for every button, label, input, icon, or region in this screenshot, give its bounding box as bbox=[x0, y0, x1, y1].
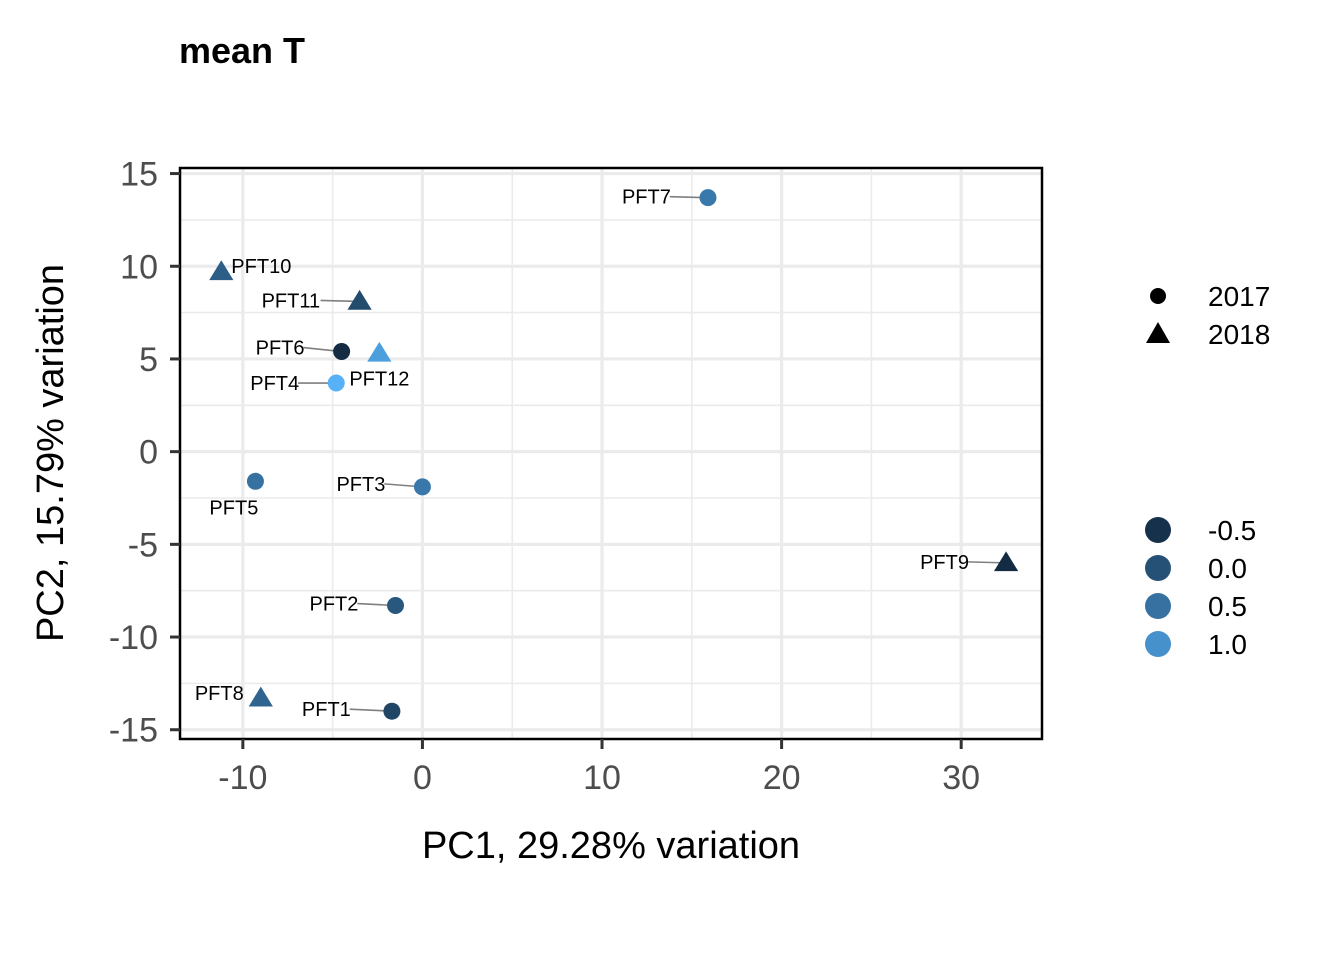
point-label: PFT4 bbox=[250, 373, 299, 395]
point-label: PFT11 bbox=[262, 290, 321, 312]
point-label: PFT9 bbox=[920, 552, 969, 574]
y-tick-label: 10 bbox=[120, 248, 158, 286]
data-point-pft11: PFT11 bbox=[262, 289, 372, 312]
circle-marker bbox=[383, 702, 401, 720]
circle-marker bbox=[246, 472, 264, 490]
legend-color-key bbox=[1145, 517, 1171, 543]
triangle-marker bbox=[367, 341, 392, 362]
legend-label: -0.5 bbox=[1208, 515, 1256, 546]
data-point-pft2: PFT2 bbox=[310, 594, 404, 616]
legend-year: 2017 2018 bbox=[1146, 281, 1270, 350]
point-label: PFT10 bbox=[231, 256, 291, 278]
circle-marker bbox=[333, 343, 351, 361]
legend-color-entry: 0.5 bbox=[1145, 591, 1247, 622]
data-points: PFT1 PFT2 PFT3 PFT4 PFT5 PFT6 PFT7 PFT8 PFT9 PFT1… bbox=[195, 187, 1019, 721]
y-tick-label: 15 bbox=[120, 156, 158, 194]
y-tick-label: -5 bbox=[128, 526, 158, 564]
legend-color-key bbox=[1145, 593, 1171, 619]
legend-color-entry: 0.0 bbox=[1145, 553, 1247, 584]
x-tick-label: -10 bbox=[218, 759, 267, 797]
data-point-pft10: PFT10 bbox=[209, 256, 291, 281]
grid bbox=[180, 168, 1042, 739]
y-tick-label: 5 bbox=[139, 341, 158, 379]
triangle-marker bbox=[993, 551, 1019, 572]
x-tick-label: 20 bbox=[763, 759, 801, 797]
point-label: PFT7 bbox=[622, 187, 671, 209]
x-tick-label: 10 bbox=[583, 759, 621, 797]
legend-color-key bbox=[1145, 555, 1171, 581]
legend-color-key bbox=[1145, 631, 1171, 657]
data-point-pft5: PFT5 bbox=[209, 472, 264, 519]
data-point-pft3: PFT3 bbox=[336, 474, 431, 496]
y-tick-label: -15 bbox=[109, 712, 158, 750]
x-axis-title: PC1, 29.28% variation bbox=[422, 825, 800, 867]
legend-label: 2018 bbox=[1208, 319, 1270, 350]
legend-label: 0.5 bbox=[1208, 591, 1247, 622]
point-label: PFT3 bbox=[336, 474, 385, 496]
legend-color-entry: -0.5 bbox=[1145, 515, 1256, 546]
circle-marker bbox=[699, 189, 717, 207]
legend-circle-key bbox=[1150, 288, 1166, 304]
legend-label: 0.0 bbox=[1208, 553, 1247, 584]
triangle-marker bbox=[209, 260, 234, 281]
data-point-pft6: PFT6 bbox=[256, 338, 351, 361]
legend-label: 1.0 bbox=[1208, 629, 1247, 660]
point-label: PFT2 bbox=[310, 594, 359, 616]
legend-entry-2018: 2018 bbox=[1146, 319, 1270, 350]
legend-color-entry: 1.0 bbox=[1145, 629, 1247, 660]
data-point-pft9: PFT9 bbox=[920, 551, 1019, 574]
legend-label: 2017 bbox=[1208, 281, 1270, 312]
point-label: PFT5 bbox=[209, 497, 258, 519]
legend-entry-2017: 2017 bbox=[1150, 281, 1270, 312]
circle-marker bbox=[327, 374, 345, 392]
data-point-pft7: PFT7 bbox=[622, 187, 717, 209]
y-axis-title: PC2, 15.79% variation bbox=[30, 264, 72, 642]
y-tick-label: -10 bbox=[109, 619, 158, 657]
data-point-pft8: PFT8 bbox=[195, 683, 273, 707]
data-point-pft4: PFT4 bbox=[250, 373, 345, 395]
circle-marker bbox=[387, 597, 404, 615]
point-label: PFT8 bbox=[195, 683, 244, 705]
triangle-marker bbox=[248, 686, 273, 707]
x-tick-label: 0 bbox=[413, 759, 432, 797]
legend-triangle-key bbox=[1146, 322, 1170, 343]
circle-marker bbox=[413, 478, 431, 496]
point-label: PFT12 bbox=[349, 368, 409, 390]
chart-title: mean T bbox=[179, 30, 305, 71]
y-tick-label: 0 bbox=[139, 434, 158, 472]
data-point-pft12: PFT12 bbox=[349, 341, 409, 390]
point-label: PFT6 bbox=[256, 338, 305, 360]
x-tick-label: 30 bbox=[942, 759, 980, 797]
triangle-marker bbox=[347, 289, 372, 310]
axis-ticks: -10 0 10 20 30 -15 -10 -5 0 5 10 15 bbox=[109, 156, 980, 797]
data-point-pft1: PFT1 bbox=[302, 699, 401, 721]
legend-color-scale: -0.5 0.0 0.5 1.0 bbox=[1145, 515, 1256, 660]
point-label: PFT1 bbox=[302, 699, 351, 721]
plot-panel-border bbox=[178, 166, 1044, 741]
